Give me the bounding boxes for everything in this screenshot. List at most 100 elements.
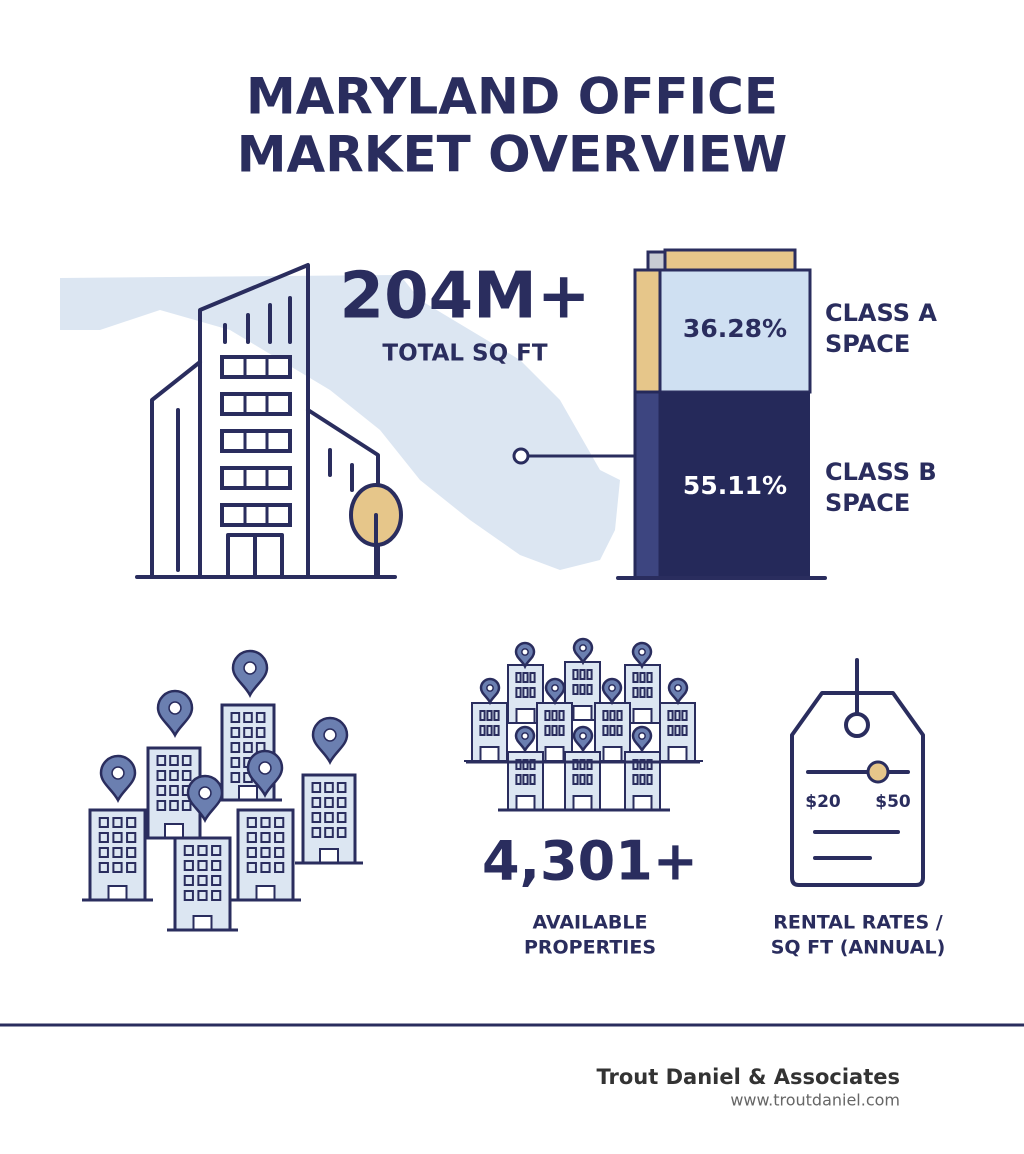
building-window (197, 875, 208, 886)
building-window (558, 725, 565, 736)
building-window (602, 710, 609, 721)
building-window (586, 669, 593, 680)
map-pin-dot (551, 684, 559, 692)
building-window (579, 774, 586, 785)
company-url: www.troutdaniel.com (730, 1091, 900, 1110)
class-value: 36.28% (683, 314, 787, 343)
building-window (529, 759, 536, 770)
building-door (515, 708, 536, 724)
building-window (98, 817, 109, 828)
building-window (639, 672, 646, 683)
building-window (681, 725, 688, 736)
building-door (107, 885, 128, 901)
stat-value: 204M+ (340, 260, 591, 334)
building-window (211, 875, 222, 886)
tag (790, 691, 925, 887)
building-window (274, 817, 285, 828)
building-window (311, 812, 322, 823)
building-window (230, 727, 241, 738)
building-window (311, 782, 322, 793)
class-label: SPACE (825, 330, 910, 358)
building-window (126, 817, 137, 828)
building-window (336, 827, 347, 838)
building-window (169, 770, 179, 781)
building-window (243, 727, 253, 738)
building-window (616, 710, 623, 721)
building-door (255, 885, 276, 901)
tag-label: $20 (805, 792, 841, 812)
building-window (243, 712, 253, 723)
building-window (197, 845, 208, 856)
class-value: 55.11% (683, 471, 787, 500)
building-window (246, 832, 257, 843)
map-shape (60, 275, 620, 570)
class-label: SPACE (825, 489, 910, 517)
building-window (274, 862, 285, 873)
building-window (112, 847, 123, 858)
range-knob (866, 760, 890, 784)
building-window (515, 687, 522, 698)
building-cluster-icon (82, 649, 363, 932)
building-window (586, 684, 593, 695)
building-window (522, 672, 529, 683)
building-window (667, 710, 674, 721)
building-door (192, 915, 213, 931)
building-window (609, 725, 616, 736)
bar-side (633, 390, 662, 580)
building-door (544, 746, 565, 762)
building-window (639, 774, 646, 785)
stat-label: PROPERTIES (524, 937, 656, 959)
map-pin-dot (579, 644, 587, 652)
building-window (243, 742, 253, 753)
building-window (230, 757, 241, 768)
building-window (324, 797, 334, 808)
building-window (183, 860, 194, 871)
building-window (572, 759, 579, 770)
building-window (181, 755, 192, 766)
building-window (551, 710, 558, 721)
building-window (522, 774, 529, 785)
building-window (311, 827, 322, 838)
stat-label: SQ FT (ANNUAL) (771, 937, 946, 959)
building-door (572, 705, 593, 721)
stat-label: AVAILABLE (533, 912, 648, 934)
building-window (126, 862, 137, 873)
building-window (197, 860, 208, 871)
building-window (529, 774, 536, 785)
title-line: MARKET OVERVIEW (237, 126, 788, 184)
title-line: MARYLAND OFFICE (246, 68, 778, 126)
building-window (486, 725, 493, 736)
building-window (98, 847, 109, 858)
building-window (515, 759, 522, 770)
building-window (183, 845, 194, 856)
building-window (211, 890, 222, 901)
map-pin-dot (323, 728, 337, 742)
building-window (579, 684, 586, 695)
building-window (646, 687, 653, 698)
building-window (260, 832, 271, 843)
office-building-icon (135, 263, 403, 579)
building-window (156, 755, 167, 766)
building-window (126, 832, 137, 843)
building-window (156, 785, 167, 796)
building-window (572, 774, 579, 785)
building-window (230, 712, 241, 723)
building-window (479, 710, 486, 721)
building-window (156, 770, 167, 781)
building-window (311, 797, 322, 808)
building-door (515, 795, 536, 811)
building-window (681, 710, 688, 721)
building-window (579, 669, 586, 680)
building-window (156, 800, 167, 811)
map-pin-dot (521, 648, 529, 656)
building-window (324, 782, 334, 793)
window-row (220, 355, 292, 379)
tag-label: $50 (875, 792, 911, 812)
building-window (674, 725, 681, 736)
building-window (336, 812, 347, 823)
building-window (211, 860, 222, 871)
building-window (246, 847, 257, 858)
building-window (632, 672, 639, 683)
connector-dot (512, 447, 530, 465)
